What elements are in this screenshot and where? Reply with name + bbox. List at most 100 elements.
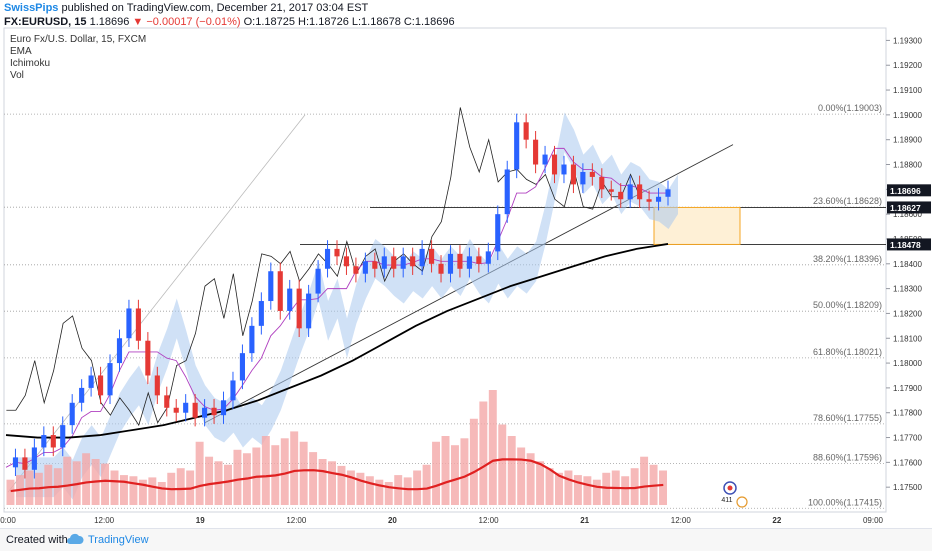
volume-bar bbox=[6, 479, 15, 505]
candle-body bbox=[504, 169, 510, 215]
candle-body bbox=[551, 154, 558, 175]
candle-body bbox=[41, 435, 47, 448]
volume-bar bbox=[564, 470, 573, 505]
price-label-text: 1.18696 bbox=[890, 186, 921, 196]
candle-body bbox=[79, 387, 85, 403]
indicator-ema[interactable]: EMA bbox=[10, 46, 32, 57]
event-icon-dot bbox=[727, 485, 733, 491]
fib-level-label: 61.80%(1.18021) bbox=[813, 347, 882, 357]
volume-bar bbox=[450, 445, 459, 505]
volume-bar bbox=[469, 418, 478, 505]
candle-body bbox=[608, 189, 614, 192]
publisher-name[interactable]: SwissPips bbox=[4, 2, 59, 14]
price-tick-label: 1.18400 bbox=[893, 260, 922, 269]
candle-body bbox=[31, 447, 37, 470]
tradingview-logo-text[interactable]: TradingView bbox=[88, 534, 149, 546]
volume-bar bbox=[422, 464, 431, 505]
volume-bar bbox=[138, 479, 147, 505]
publisher-line: SwissPips published on TradingView.com, … bbox=[4, 2, 368, 14]
candle-body bbox=[287, 288, 293, 311]
candle-body bbox=[533, 139, 539, 165]
volume-bar bbox=[205, 456, 214, 505]
volume-bar bbox=[375, 479, 384, 505]
candle-body bbox=[372, 261, 378, 269]
price-tick-label: 1.17500 bbox=[893, 483, 922, 492]
candle-body bbox=[315, 268, 321, 294]
candle-body bbox=[183, 402, 189, 413]
volume-bar bbox=[195, 441, 204, 505]
volume-bar bbox=[365, 476, 374, 505]
candle-body bbox=[665, 189, 671, 197]
candle-body bbox=[523, 122, 529, 140]
volume-bar bbox=[640, 456, 649, 505]
volume-bar bbox=[621, 476, 630, 505]
candle-body bbox=[69, 402, 75, 426]
time-tick-label: 19 bbox=[196, 516, 205, 525]
price-tick-label: 1.18100 bbox=[893, 334, 922, 343]
candle-body bbox=[457, 253, 463, 269]
ema-line bbox=[5, 243, 669, 439]
volume-bar bbox=[261, 436, 270, 505]
price-tick-label: 1.18600 bbox=[893, 210, 922, 219]
chart-canvas[interactable]: 1.19300 1.19200 1.19100 1.19000 1.18900 1.188… bbox=[0, 0, 932, 528]
volume-bar bbox=[280, 438, 289, 505]
volume-bar bbox=[148, 477, 157, 505]
price-tick-label: 1.19100 bbox=[893, 86, 922, 95]
volume-bar bbox=[233, 449, 242, 505]
time-tick-label: 20 bbox=[388, 516, 397, 525]
candle-body bbox=[627, 184, 633, 200]
candle-body bbox=[277, 271, 283, 311]
price-label-text: 1.18478 bbox=[890, 240, 921, 250]
time-tick-label: 12:00 bbox=[286, 516, 307, 525]
volume-bar bbox=[110, 470, 119, 505]
candle-body bbox=[220, 400, 227, 416]
candle-body bbox=[88, 375, 94, 388]
chart-title: Euro Fx/U.S. Dollar, 15, FXCM bbox=[10, 34, 147, 45]
candle-body bbox=[145, 340, 151, 376]
indicator-ichimoku[interactable]: Ichimoku bbox=[10, 58, 51, 69]
volume-bar bbox=[526, 453, 535, 505]
volume-bar bbox=[517, 447, 526, 505]
volume-bar bbox=[394, 475, 403, 505]
candle-body bbox=[580, 171, 586, 185]
volume-bar bbox=[290, 431, 299, 505]
price-label-box bbox=[887, 238, 931, 251]
price-tick-label: 1.19300 bbox=[893, 36, 922, 45]
chikou-line bbox=[6, 107, 641, 427]
event-badge-count: 411 bbox=[721, 497, 732, 504]
time-tick-label: 12:00 bbox=[671, 516, 692, 525]
time-tick-label: 12:00 bbox=[479, 516, 500, 525]
fib-level-label: 38.20%(1.18396) bbox=[813, 254, 882, 264]
volume-bar bbox=[432, 441, 441, 505]
volume-bar bbox=[659, 470, 667, 505]
price-label-box bbox=[887, 201, 931, 214]
indicator-vol[interactable]: Vol bbox=[10, 70, 24, 81]
price-tick-label: 1.19200 bbox=[893, 61, 922, 70]
created-with-text: Created with bbox=[6, 534, 68, 546]
candle-body bbox=[50, 435, 56, 448]
candle-body bbox=[599, 176, 605, 190]
price-tick-label: 1.17900 bbox=[893, 384, 922, 393]
candle-body bbox=[485, 251, 491, 264]
volume-ma-line bbox=[10, 458, 664, 493]
volume-bar bbox=[403, 477, 412, 505]
candle-body bbox=[542, 154, 548, 165]
symbol-text[interactable]: FX:EURUSD, 15 bbox=[4, 16, 87, 28]
candle-body bbox=[258, 301, 264, 326]
faint-trend-line bbox=[7, 114, 306, 493]
price-tick-label: 1.17600 bbox=[893, 458, 922, 467]
candle-body bbox=[410, 256, 416, 267]
footer-bar: Created with TradingView bbox=[0, 528, 932, 551]
volume-bar bbox=[536, 461, 545, 505]
time-tick-label: 09:00 bbox=[863, 516, 884, 525]
candle-body bbox=[12, 457, 19, 468]
volume-bar bbox=[498, 424, 507, 505]
fib-level-label: 78.60%(1.17755) bbox=[813, 413, 882, 423]
volume-bar bbox=[602, 472, 611, 505]
fib-level-label: 50.00%(1.18209) bbox=[813, 300, 882, 310]
candle-body bbox=[211, 407, 217, 416]
candle-body bbox=[391, 256, 397, 269]
volume-bar bbox=[44, 464, 53, 505]
event-icon bbox=[736, 496, 748, 508]
fib-level-label: 23.60%(1.18628) bbox=[813, 196, 882, 206]
